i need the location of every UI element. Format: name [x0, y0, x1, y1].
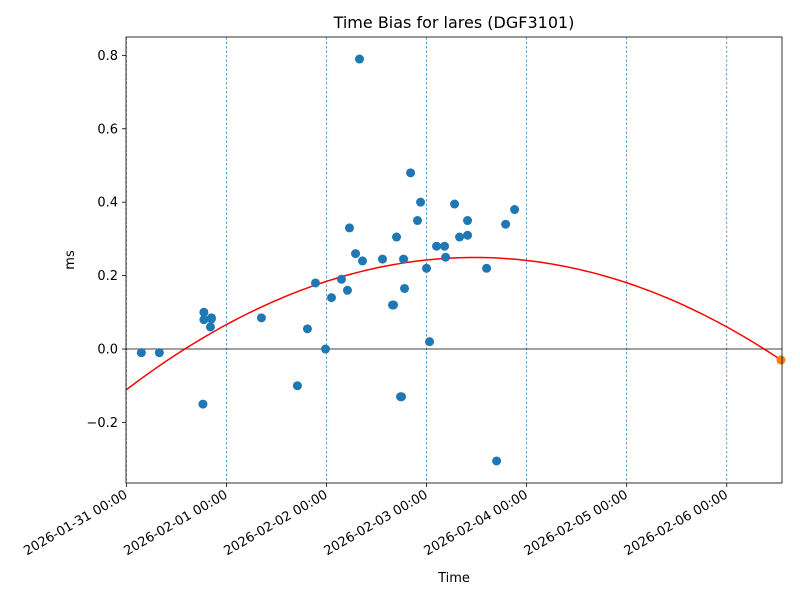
- data-point: [392, 232, 402, 242]
- y-axis-title: ms: [63, 250, 78, 270]
- data-point: [425, 337, 435, 347]
- data-point: [292, 381, 302, 391]
- data-point: [492, 456, 502, 466]
- data-point: [400, 283, 410, 293]
- data-point: [441, 252, 451, 262]
- scatter-points: [136, 54, 786, 466]
- plot-frame: [125, 36, 783, 484]
- data-point: [198, 399, 208, 409]
- data-point: [450, 199, 460, 209]
- data-point: [344, 223, 354, 233]
- data-point: [205, 322, 215, 332]
- data-point: [406, 168, 416, 178]
- chart-title: Time Bias for lares (DGF3101): [333, 13, 575, 32]
- data-point: [154, 348, 164, 358]
- data-point: [510, 205, 520, 215]
- data-point: [351, 249, 361, 259]
- data-point: [455, 232, 465, 242]
- data-point: [501, 219, 511, 229]
- y-tick-label: −0.2: [86, 416, 118, 431]
- data-point: [357, 256, 367, 266]
- data-point: [326, 293, 336, 303]
- data-point: [463, 216, 473, 226]
- data-point: [482, 263, 492, 273]
- x-axis-title: Time: [437, 571, 470, 586]
- data-point: [311, 278, 321, 288]
- data-point: [399, 254, 409, 264]
- data-point: [377, 254, 387, 264]
- y-tick-label: 0.8: [97, 49, 118, 64]
- data-point: [397, 392, 407, 402]
- y-tick-label: 0.4: [97, 196, 118, 211]
- data-point: [206, 314, 216, 324]
- fit-curve: [125, 256, 782, 391]
- data-point: [302, 324, 312, 334]
- data-point: [416, 197, 426, 207]
- data-point: [199, 315, 209, 325]
- data-point: [199, 307, 209, 317]
- y-axis-ticks: −0.2 0.0 0.2 0.4 0.6 0.8: [86, 49, 126, 431]
- data-point: [321, 344, 331, 354]
- data-point: [342, 285, 352, 295]
- data-point: [354, 54, 364, 64]
- data-point: [440, 241, 450, 251]
- data-point: [136, 348, 146, 358]
- data-point: [256, 313, 266, 323]
- data-point: [336, 274, 346, 284]
- y-tick-label: 0.6: [97, 122, 118, 137]
- data-point: [776, 355, 786, 365]
- y-tick-label: 0.0: [97, 343, 118, 358]
- data-point: [463, 230, 473, 240]
- data-point: [389, 300, 399, 310]
- data-point: [422, 263, 432, 273]
- data-point: [432, 241, 442, 251]
- data-point: [413, 216, 423, 226]
- y-tick-label: 0.2: [97, 269, 118, 284]
